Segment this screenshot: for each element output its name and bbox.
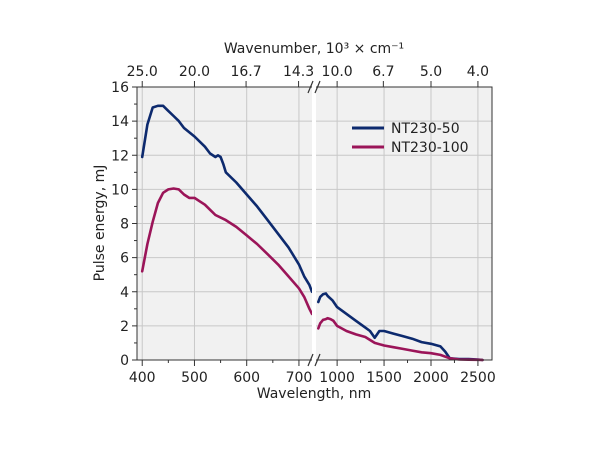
series-line-nt230-100-right [317,316,484,362]
top-tick-label: 16.7 [230,64,261,80]
top-tick-label: 10.0 [322,64,353,80]
y-tick-label: 0 [120,353,129,369]
x-tick-label: 1500 [366,370,402,386]
y-tick-label: 16 [111,80,129,96]
series-line-nt230-50-left [140,104,314,294]
axis-break-gap [312,86,316,361]
top-axis-title: Wavenumber, 10³ × cm⁻¹ [224,41,404,57]
y-tick-label: 14 [111,114,129,130]
y-tick-label: 10 [111,182,129,198]
x-tick-label: 1000 [319,370,355,386]
y-tick-label: 12 [111,148,129,164]
legend: NT230-50 NT230-100 [352,121,469,156]
y-tick-label: 6 [120,251,129,267]
axis-break [307,80,321,367]
axis-break-mark [314,80,321,94]
tick-marks [132,81,479,366]
top-tick-label: 6.7 [372,64,394,80]
y-tick-label: 2 [120,319,129,335]
x-tick-label: 2500 [460,370,496,386]
x-tick-label: 700 [286,370,313,386]
axis-break-mark [307,353,314,367]
x-axis-title: Wavelength, nm [257,386,371,402]
series-line-nt230-100-left [140,187,314,316]
axis-break-mark [314,353,321,367]
x-tick-label: 400 [129,370,156,386]
series-layer [140,104,484,362]
x-tick-label: 600 [233,370,260,386]
legend-label: NT230-100 [391,140,469,156]
top-tick-label: 25.0 [127,64,158,80]
top-tick-label: 20.0 [179,64,210,80]
y-tick-label: 8 [120,217,129,233]
x-tick-label: 500 [181,370,208,386]
top-tick-label: 4.0 [467,64,489,80]
axis-break-mark [307,80,314,94]
tick-labels: 0 2 4 6 8 10 12 14 16 400 500 600 700 1000 1500 2000 250… [111,64,496,386]
legend-label: NT230-50 [391,121,460,137]
y-tick-label: 4 [120,285,129,301]
top-tick-label: 5.0 [420,64,442,80]
y-axis-title: Pulse energy, mJ [92,165,108,282]
top-tick-label: 14.3 [283,64,314,80]
x-tick-label: 2000 [413,370,449,386]
